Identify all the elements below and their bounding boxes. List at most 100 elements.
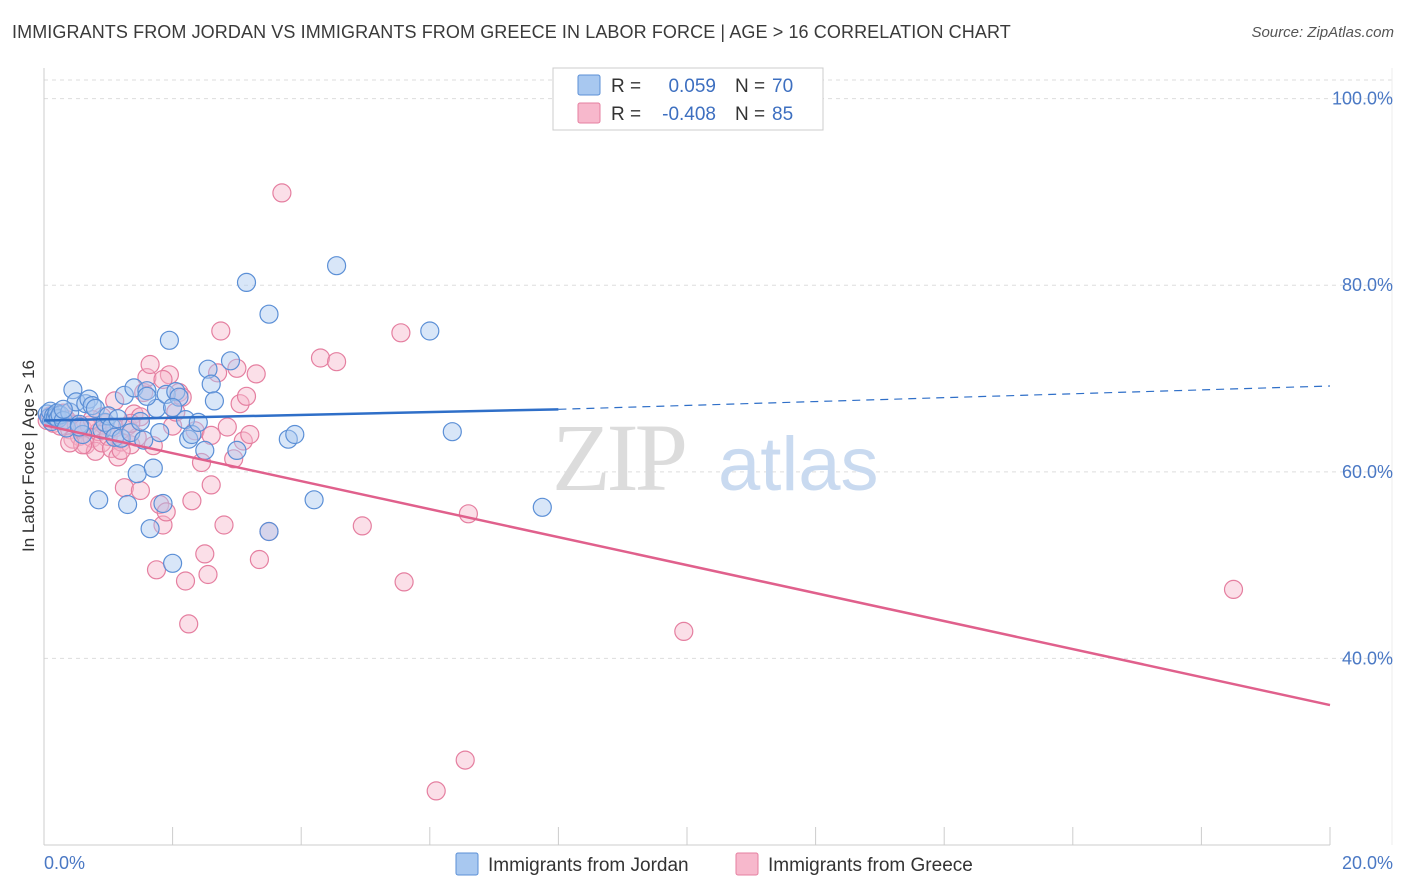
data-point xyxy=(63,380,83,400)
y-tick-label: 100.0% xyxy=(1332,89,1393,109)
data-point xyxy=(426,781,446,801)
data-point xyxy=(175,571,196,591)
data-point xyxy=(272,183,292,203)
data-point xyxy=(140,519,160,539)
data-point xyxy=(130,411,150,432)
legend-r-value-greece: -0.408 xyxy=(662,104,716,125)
data-point xyxy=(532,497,552,517)
data-point xyxy=(240,424,260,445)
trend-lines xyxy=(43,385,1331,707)
jordan-points xyxy=(37,256,552,573)
legend-r-value-jordan: 0.059 xyxy=(668,76,716,97)
data-point xyxy=(327,256,347,276)
data-point xyxy=(201,374,221,394)
data-point xyxy=(214,515,234,535)
legend-n-value-greece: 85 xyxy=(772,104,793,125)
legend-swatch-greece xyxy=(577,102,601,124)
data-point xyxy=(220,351,241,371)
data-point xyxy=(159,330,179,350)
data-point xyxy=(130,407,150,427)
data-point xyxy=(137,386,157,406)
data-point xyxy=(130,480,150,501)
data-point xyxy=(442,422,462,442)
legend-n-label-greece: N = xyxy=(735,104,765,125)
legend-swatch-jordan xyxy=(577,74,601,96)
data-point xyxy=(217,417,237,437)
y-tick-label: 60.0% xyxy=(1342,462,1393,482)
data-point xyxy=(134,382,154,403)
data-point xyxy=(236,386,257,406)
bottom-legend-label-greece: Immigrants from Greece xyxy=(768,855,973,876)
data-point xyxy=(166,382,186,402)
data-point xyxy=(82,396,102,416)
trend-line-jordan xyxy=(43,408,559,422)
data-point xyxy=(201,475,221,495)
data-point xyxy=(169,387,189,407)
data-point xyxy=(420,321,440,341)
legend-r-label-greece: R = xyxy=(611,104,641,125)
trend-line-greece xyxy=(43,423,1331,707)
data-point xyxy=(674,621,694,642)
data-point xyxy=(327,352,347,372)
data-point xyxy=(391,323,411,343)
data-point xyxy=(198,564,218,585)
legend-n-value-jordan: 70 xyxy=(772,76,793,97)
chart-title: IMMIGRANTS FROM JORDAN VS IMMIGRANTS FRO… xyxy=(12,22,1011,42)
data-point xyxy=(227,358,247,378)
data-point xyxy=(211,321,231,341)
data-point xyxy=(89,490,109,510)
data-point xyxy=(304,490,324,510)
data-point xyxy=(114,478,135,498)
data-point xyxy=(249,549,269,570)
data-point xyxy=(153,493,173,514)
y-tick-labels: 40.0% 60.0% 80.0% 100.0% xyxy=(1332,89,1393,669)
data-point xyxy=(137,381,157,401)
data-point xyxy=(394,572,414,592)
stats-legend: R = 0.059 N = 70 R = -0.408 N = 85 xyxy=(552,67,824,131)
bottom-legend-swatch-jordan xyxy=(455,852,479,876)
data-point xyxy=(143,458,163,478)
data-point xyxy=(310,348,331,368)
data-point xyxy=(455,750,475,770)
axes xyxy=(43,68,1393,846)
data-point xyxy=(146,560,167,580)
data-point xyxy=(153,369,173,390)
data-point xyxy=(259,521,279,542)
data-point xyxy=(285,424,305,445)
data-point xyxy=(236,272,257,292)
data-point xyxy=(114,385,135,405)
data-point xyxy=(259,304,279,324)
bottom-legend-label-jordan: Immigrants from Jordan xyxy=(488,855,689,876)
data-point xyxy=(208,363,228,383)
legend-n-label-jordan: N = xyxy=(735,76,765,97)
data-point xyxy=(204,391,224,411)
data-point xyxy=(1223,579,1244,600)
data-point xyxy=(246,364,266,384)
x-tick-label-min: 0.0% xyxy=(44,853,85,873)
data-point xyxy=(198,359,218,379)
y-tick-label: 80.0% xyxy=(1342,275,1393,295)
trend-line-jordan-extension xyxy=(558,385,1331,410)
source-credit: Source: ZipAtlas.com xyxy=(1251,24,1394,41)
data-point xyxy=(182,424,202,445)
data-point xyxy=(163,397,183,418)
data-point xyxy=(134,430,154,450)
data-point xyxy=(195,440,215,460)
data-point xyxy=(230,394,250,414)
data-point xyxy=(352,516,372,536)
y-axis-label: In Labor Force | Age > 16 xyxy=(19,360,38,552)
x-tick-label-max: 20.0% xyxy=(1342,853,1393,873)
data-point xyxy=(117,494,138,515)
data-point xyxy=(195,544,215,564)
watermark-atlas: atlas xyxy=(718,422,879,507)
data-point xyxy=(182,491,202,511)
data-point xyxy=(140,354,160,375)
data-point xyxy=(150,423,170,443)
data-point xyxy=(53,399,73,419)
data-point xyxy=(179,614,199,634)
series-legend: Immigrants from Jordan Immigrants from G… xyxy=(455,852,973,876)
watermark-zip: ZIP xyxy=(552,404,685,511)
data-point xyxy=(163,553,183,573)
y-tick-label: 40.0% xyxy=(1342,648,1393,668)
